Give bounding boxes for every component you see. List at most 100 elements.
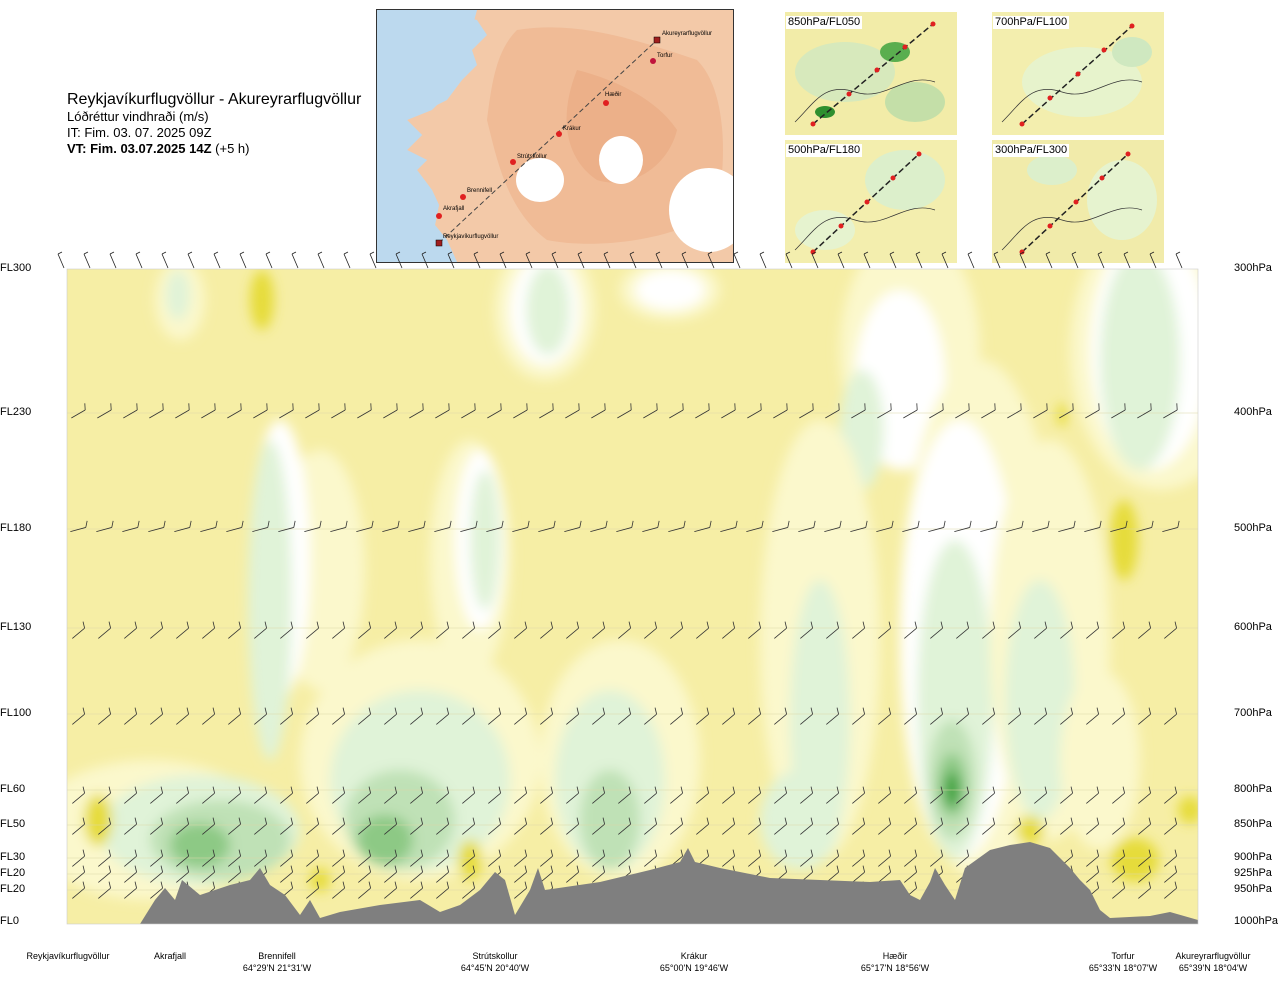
barb-shaft [566,871,579,883]
wind-barb-144 [462,707,475,725]
location-6: Torfur 65°33'N 18°07'W [1073,950,1173,974]
top-barb-flag [811,251,817,255]
barb-shaft [799,409,814,419]
barb-shaft [670,627,683,639]
barb-flag [969,520,972,528]
wind-barb-40 [1111,403,1126,419]
barb-shaft [592,855,605,867]
barb-flag [865,520,868,528]
barb-shaft [409,409,424,419]
wind-barb-67 [694,520,712,532]
barb-flag [316,707,319,715]
wind-barb-266 [280,849,293,867]
wind-barb-316 [462,865,475,883]
wind-barb-41 [1137,403,1152,419]
barb-shaft [644,823,657,835]
barb-shaft [176,792,189,804]
barb-flag [472,881,475,889]
barb-shaft [566,792,579,804]
barb-flag [995,520,998,528]
barb-flag [394,881,397,889]
barb-shaft [798,527,814,532]
barb-shaft [228,823,241,835]
barb-flag [472,707,475,715]
barb-shaft [202,627,215,639]
mini-map-300-label: 300hPa/FL300 [993,144,1070,157]
top-barb-shaft [863,253,871,269]
barb-shaft [306,855,319,867]
location-coord: 64°29'N 21°31'W [242,963,312,973]
wind-barb-146 [514,707,527,725]
top-barb-shaft [1175,253,1183,269]
wind-barb-112 [748,621,761,639]
wind-barb-180 [280,786,293,804]
barb-flag [394,707,397,715]
barb-flag [602,865,605,873]
barb-shaft [1164,855,1177,867]
barb-flag [1177,520,1180,528]
top-barb-flag [135,251,141,255]
wind-barb-288 [852,849,865,867]
barb-shaft [150,823,163,835]
wind-barb-31 [877,403,892,419]
barb-flag [498,707,501,715]
wind-barb-166 [1034,707,1047,725]
barb-flag [1148,817,1151,825]
wind-barb-193 [618,786,631,804]
barb-shaft [878,855,891,867]
wind-barb-302 [98,865,111,883]
barb-flag [85,520,88,528]
barb-flag [368,621,371,629]
barb-flag [628,849,631,857]
wind-barb-202 [852,786,865,804]
barb-flag [784,707,787,715]
barb-flag [108,849,111,857]
barb-shaft [1008,627,1021,639]
barb-shaft [1137,409,1152,419]
top-barb-110 [109,251,117,269]
barb-flag [1151,520,1154,528]
wind-barb-136 [254,707,267,725]
barb-shaft [358,713,371,725]
barb-flag [1148,849,1151,857]
wind-barb-265 [254,849,267,867]
barb-shaft [956,627,969,639]
wind-barb-174 [124,786,137,804]
wind-barb-38 [1059,403,1074,419]
top-barb-shaft [291,253,299,269]
barb-flag [370,403,372,411]
field-layer [67,269,1198,924]
barb-shaft [70,527,86,532]
wind-barb-309 [280,865,293,883]
barb-shaft [176,713,189,725]
barb-flag [1096,865,1099,873]
barb-flag [446,881,449,889]
barb-flag [943,520,946,528]
barb-flag [680,786,683,794]
top-barb-shaft [317,253,325,269]
barb-flag [552,403,554,411]
wind-barb-217 [124,817,137,835]
barb-shaft [746,527,762,532]
barb-shaft [878,713,891,725]
barb-shaft [1034,627,1047,639]
barb-shaft [904,792,917,804]
barb-shaft [878,627,891,639]
barb-flag [498,849,501,857]
barb-shaft [696,823,709,835]
top-barb-shaft [499,253,507,269]
barb-flag [576,849,579,857]
barb-shaft [410,855,423,867]
barb-shaft [278,527,294,532]
barb-shaft [774,823,787,835]
top-barb-1150 [1149,251,1157,269]
wind-barb-194 [644,786,657,804]
terrain-profile [67,842,1198,924]
barb-flag [396,403,398,411]
top-barb-shaft [941,253,949,269]
barb-flag [1021,520,1024,528]
barb-flag [475,520,478,528]
top-barb-shaft [1149,253,1157,269]
barb-shaft [332,871,345,883]
wind-barb-347 [150,881,163,899]
